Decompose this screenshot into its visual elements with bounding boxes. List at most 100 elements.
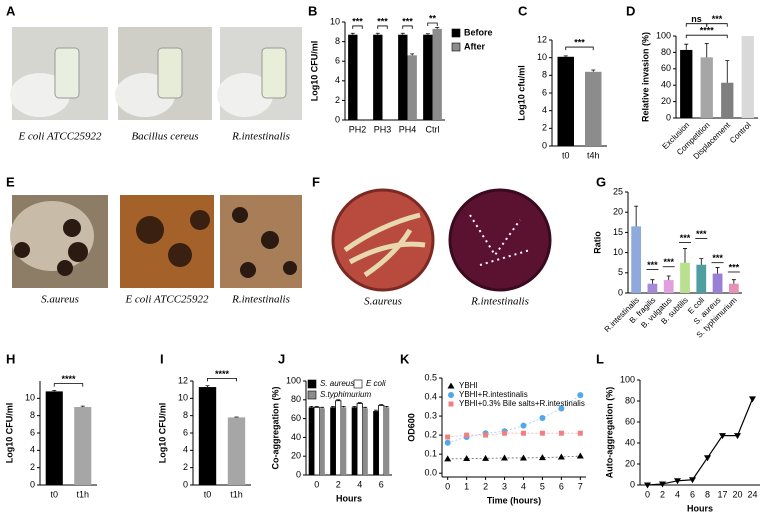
bar <box>335 400 342 476</box>
marker <box>445 434 451 440</box>
y-tick-label: 80 <box>661 47 671 57</box>
error-bar <box>410 53 415 56</box>
significance-bracket <box>352 25 363 29</box>
marker <box>558 430 564 436</box>
y-tick-label: 25 <box>613 186 623 196</box>
vial <box>157 47 183 99</box>
marker <box>539 414 546 421</box>
y-tick-label: 2 <box>30 462 35 472</box>
legend-label: YBHI+R.intestinalis <box>459 390 528 399</box>
bar <box>378 405 385 476</box>
error-bar <box>425 33 430 35</box>
x-tick-label: 2 <box>483 481 488 491</box>
panel-label: I <box>160 351 164 366</box>
y-tick-label: 4 <box>335 75 340 85</box>
x-axis-label: Hours <box>687 503 713 513</box>
marker <box>463 455 471 462</box>
bar <box>423 34 433 120</box>
y-tick-label: 4 <box>542 105 547 115</box>
marker <box>483 432 489 438</box>
y-axis-label: Log10 CFU/ml <box>157 403 167 464</box>
error-bar <box>684 43 689 50</box>
photo-caption: E coli ATCC25922 <box>17 131 102 143</box>
marker <box>520 422 527 429</box>
bar <box>680 49 693 118</box>
bar <box>383 407 390 475</box>
colonies <box>469 214 531 266</box>
y-tick-label: 0.2 <box>424 429 437 439</box>
error-bar <box>704 42 709 58</box>
bar <box>585 71 602 146</box>
y-tick-label: 0.4 <box>424 391 437 401</box>
vial <box>261 47 287 99</box>
x-axis-label: Hours <box>336 493 362 503</box>
error-bar <box>357 402 362 404</box>
significance-label: **** <box>700 26 715 36</box>
significance-label: *** <box>680 233 691 243</box>
bar <box>340 407 347 475</box>
significance-label: *** <box>696 229 707 239</box>
y-tick-label: 40 <box>661 80 671 90</box>
y-tick-label: 60 <box>291 413 301 423</box>
colony <box>57 260 73 276</box>
y-tick-label: 80 <box>291 394 301 404</box>
y-axis-label: Relative invasion (%) <box>640 32 650 122</box>
x-tick-label: 6 <box>379 479 384 489</box>
photo <box>120 195 214 288</box>
colony <box>63 219 81 237</box>
y-tick-label: 100 <box>656 30 671 40</box>
y-tick-label: 0 <box>618 287 623 297</box>
y-tick-label: 100 <box>620 374 635 384</box>
legend-label: YBHI <box>459 381 478 390</box>
y-tick-label: 100 <box>286 375 301 385</box>
y-tick-label: 2 <box>183 462 188 472</box>
bar <box>313 406 320 476</box>
error-bar <box>666 275 671 281</box>
colony <box>136 216 164 244</box>
colony <box>168 243 192 267</box>
panel-label: A <box>6 3 16 18</box>
marker <box>557 453 565 460</box>
panel-label: F <box>312 174 320 189</box>
significance-label: *** <box>712 253 723 263</box>
bar <box>373 411 379 475</box>
y-axis-label: OD600 <box>406 413 416 442</box>
y-tick-label: 20 <box>291 451 301 461</box>
error-bar <box>352 405 357 408</box>
y-tick-label: 6 <box>542 87 547 97</box>
significance-bracket <box>427 22 438 26</box>
bar <box>557 56 574 146</box>
error-bar <box>373 409 378 412</box>
bar <box>319 408 325 475</box>
marker <box>482 454 490 461</box>
panel-label: G <box>596 174 606 189</box>
marker <box>674 478 681 485</box>
x-tick-label: 4 <box>357 479 362 489</box>
significance-label: *** <box>729 262 740 272</box>
y-tick-label: 15 <box>613 227 623 237</box>
y-tick-label: 12 <box>178 375 188 385</box>
y-tick-label: 10 <box>330 16 340 26</box>
marker <box>519 454 527 461</box>
significance-label: *** <box>663 257 674 267</box>
legend-label: YBHI+0.3% Bile salts+R.intestinalis <box>459 399 585 408</box>
significance-label: *** <box>712 14 723 24</box>
bar <box>721 82 734 118</box>
colony <box>283 261 297 275</box>
error-bar <box>375 32 380 35</box>
legend-swatch <box>307 390 317 400</box>
bar <box>741 36 754 118</box>
significance-bracket <box>402 25 413 29</box>
bar <box>362 408 368 475</box>
legend-label: E coli <box>366 379 386 388</box>
y-tick-label: 20 <box>661 96 671 106</box>
panel-label: B <box>308 3 317 18</box>
y-tick-label: 0.5 <box>424 372 437 382</box>
significance-label: *** <box>574 37 585 47</box>
x-tick-label: 5 <box>540 481 545 491</box>
marker <box>659 481 666 488</box>
y-tick-label: 4 <box>30 445 35 455</box>
y-tick-label: 10 <box>613 247 623 257</box>
marker <box>558 405 565 412</box>
significance-label: *** <box>647 260 658 270</box>
